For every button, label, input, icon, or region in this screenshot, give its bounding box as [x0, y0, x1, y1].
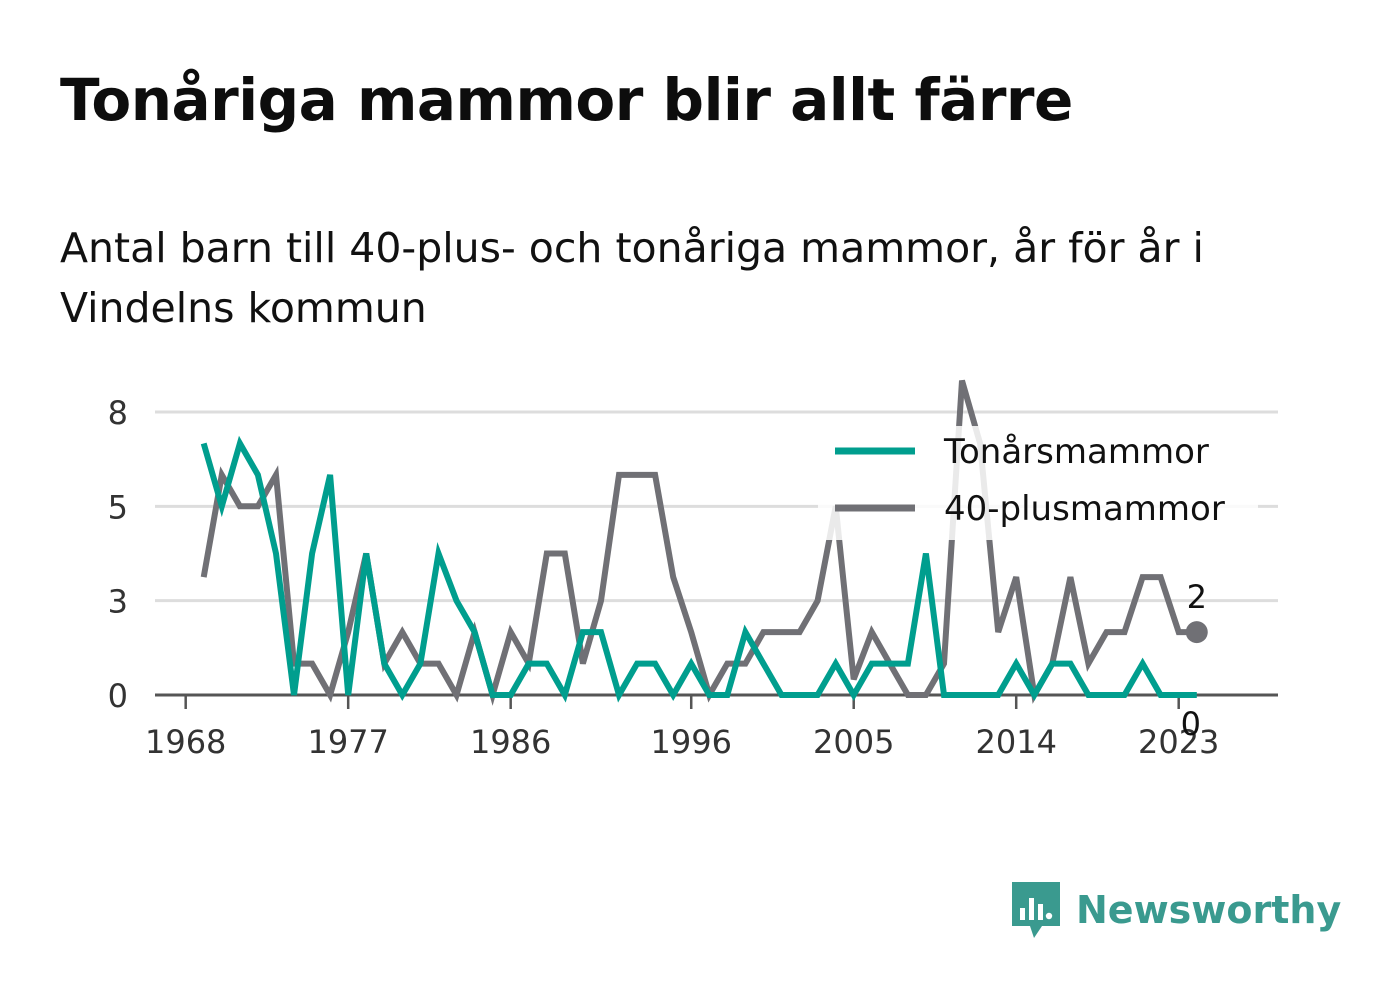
x-tick-label: 2023 — [1138, 723, 1219, 761]
x-tick-label: 1996 — [651, 723, 732, 761]
end-label-40-plusmammor: 2 — [1187, 578, 1207, 616]
x-tick-label: 2005 — [813, 723, 894, 761]
newsworthy-logo-icon — [1012, 882, 1060, 938]
x-tick-label: 1977 — [307, 723, 388, 761]
x-tick-label: 2014 — [975, 723, 1056, 761]
y-tick-label: 8 — [108, 394, 128, 432]
legend: Tonårsmammor 40-plusmammor — [818, 426, 1258, 540]
y-tick-label: 0 — [108, 677, 128, 715]
newsworthy-logo[interactable]: Newsworthy — [1010, 878, 1341, 942]
x-tick-label: 1986 — [470, 723, 551, 761]
x-tick-label: 1968 — [145, 723, 226, 761]
legend-background — [818, 426, 1258, 540]
end-marker-40-plusmammor — [1185, 621, 1208, 644]
chart-subtitle: Antal barn till 40-plus- och tonåriga ma… — [60, 224, 1204, 332]
series-line-tonarsmammor — [200, 435, 1197, 703]
legend-label: Tonårsmammor — [943, 432, 1209, 472]
end-markers: 20 — [1181, 578, 1208, 743]
brand-name: Newsworthy — [1076, 888, 1342, 932]
chart-title: Tonåriga mammor blir allt färre — [60, 66, 1073, 134]
y-tick-label: 5 — [108, 488, 128, 526]
series-lines — [200, 379, 1197, 706]
y-axis-ticks: 0 3 5 8 — [108, 394, 128, 715]
x-axis-ticks: 1968 1977 1986 1996 2005 2014 2023 — [145, 695, 1219, 761]
legend-label: 40-plusmammor — [944, 489, 1225, 529]
end-label-tonarsmammor: 0 — [1181, 705, 1201, 743]
y-tick-label: 3 — [108, 583, 128, 621]
